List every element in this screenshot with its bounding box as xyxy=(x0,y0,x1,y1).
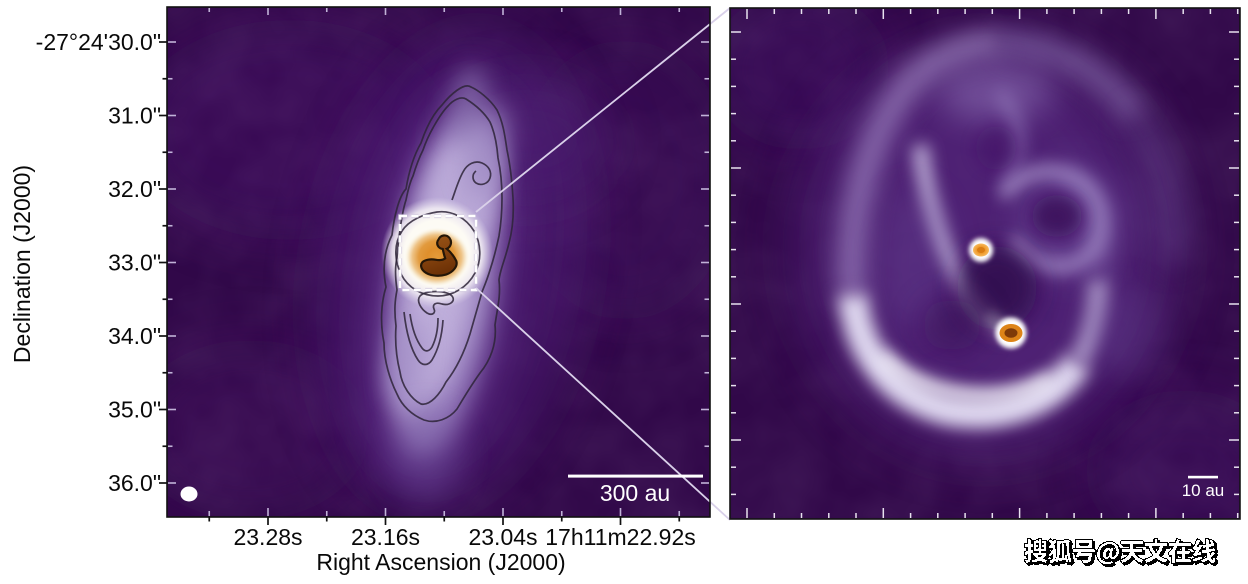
svg-text:Right Ascension (J2000): Right Ascension (J2000) xyxy=(316,549,565,575)
svg-text:Declination (J2000): Declination (J2000) xyxy=(9,165,35,363)
svg-text:36.0": 36.0" xyxy=(108,470,161,496)
svg-text:35.0": 35.0" xyxy=(108,397,161,423)
svg-text:32.0": 32.0" xyxy=(108,176,161,202)
svg-text:300 au: 300 au xyxy=(600,480,670,506)
svg-text:31.0": 31.0" xyxy=(108,103,161,129)
svg-text:23.16s: 23.16s xyxy=(351,524,420,550)
svg-text:10 au: 10 au xyxy=(1182,481,1225,500)
svg-text:17h11m22.92s: 17h11m22.92s xyxy=(545,524,695,550)
svg-text:23.28s: 23.28s xyxy=(233,524,302,550)
svg-text:-27°24'30.0": -27°24'30.0" xyxy=(36,29,161,55)
svg-text:33.0": 33.0" xyxy=(108,250,161,276)
svg-text:34.0": 34.0" xyxy=(108,323,161,349)
svg-text:23.04s: 23.04s xyxy=(468,524,537,550)
